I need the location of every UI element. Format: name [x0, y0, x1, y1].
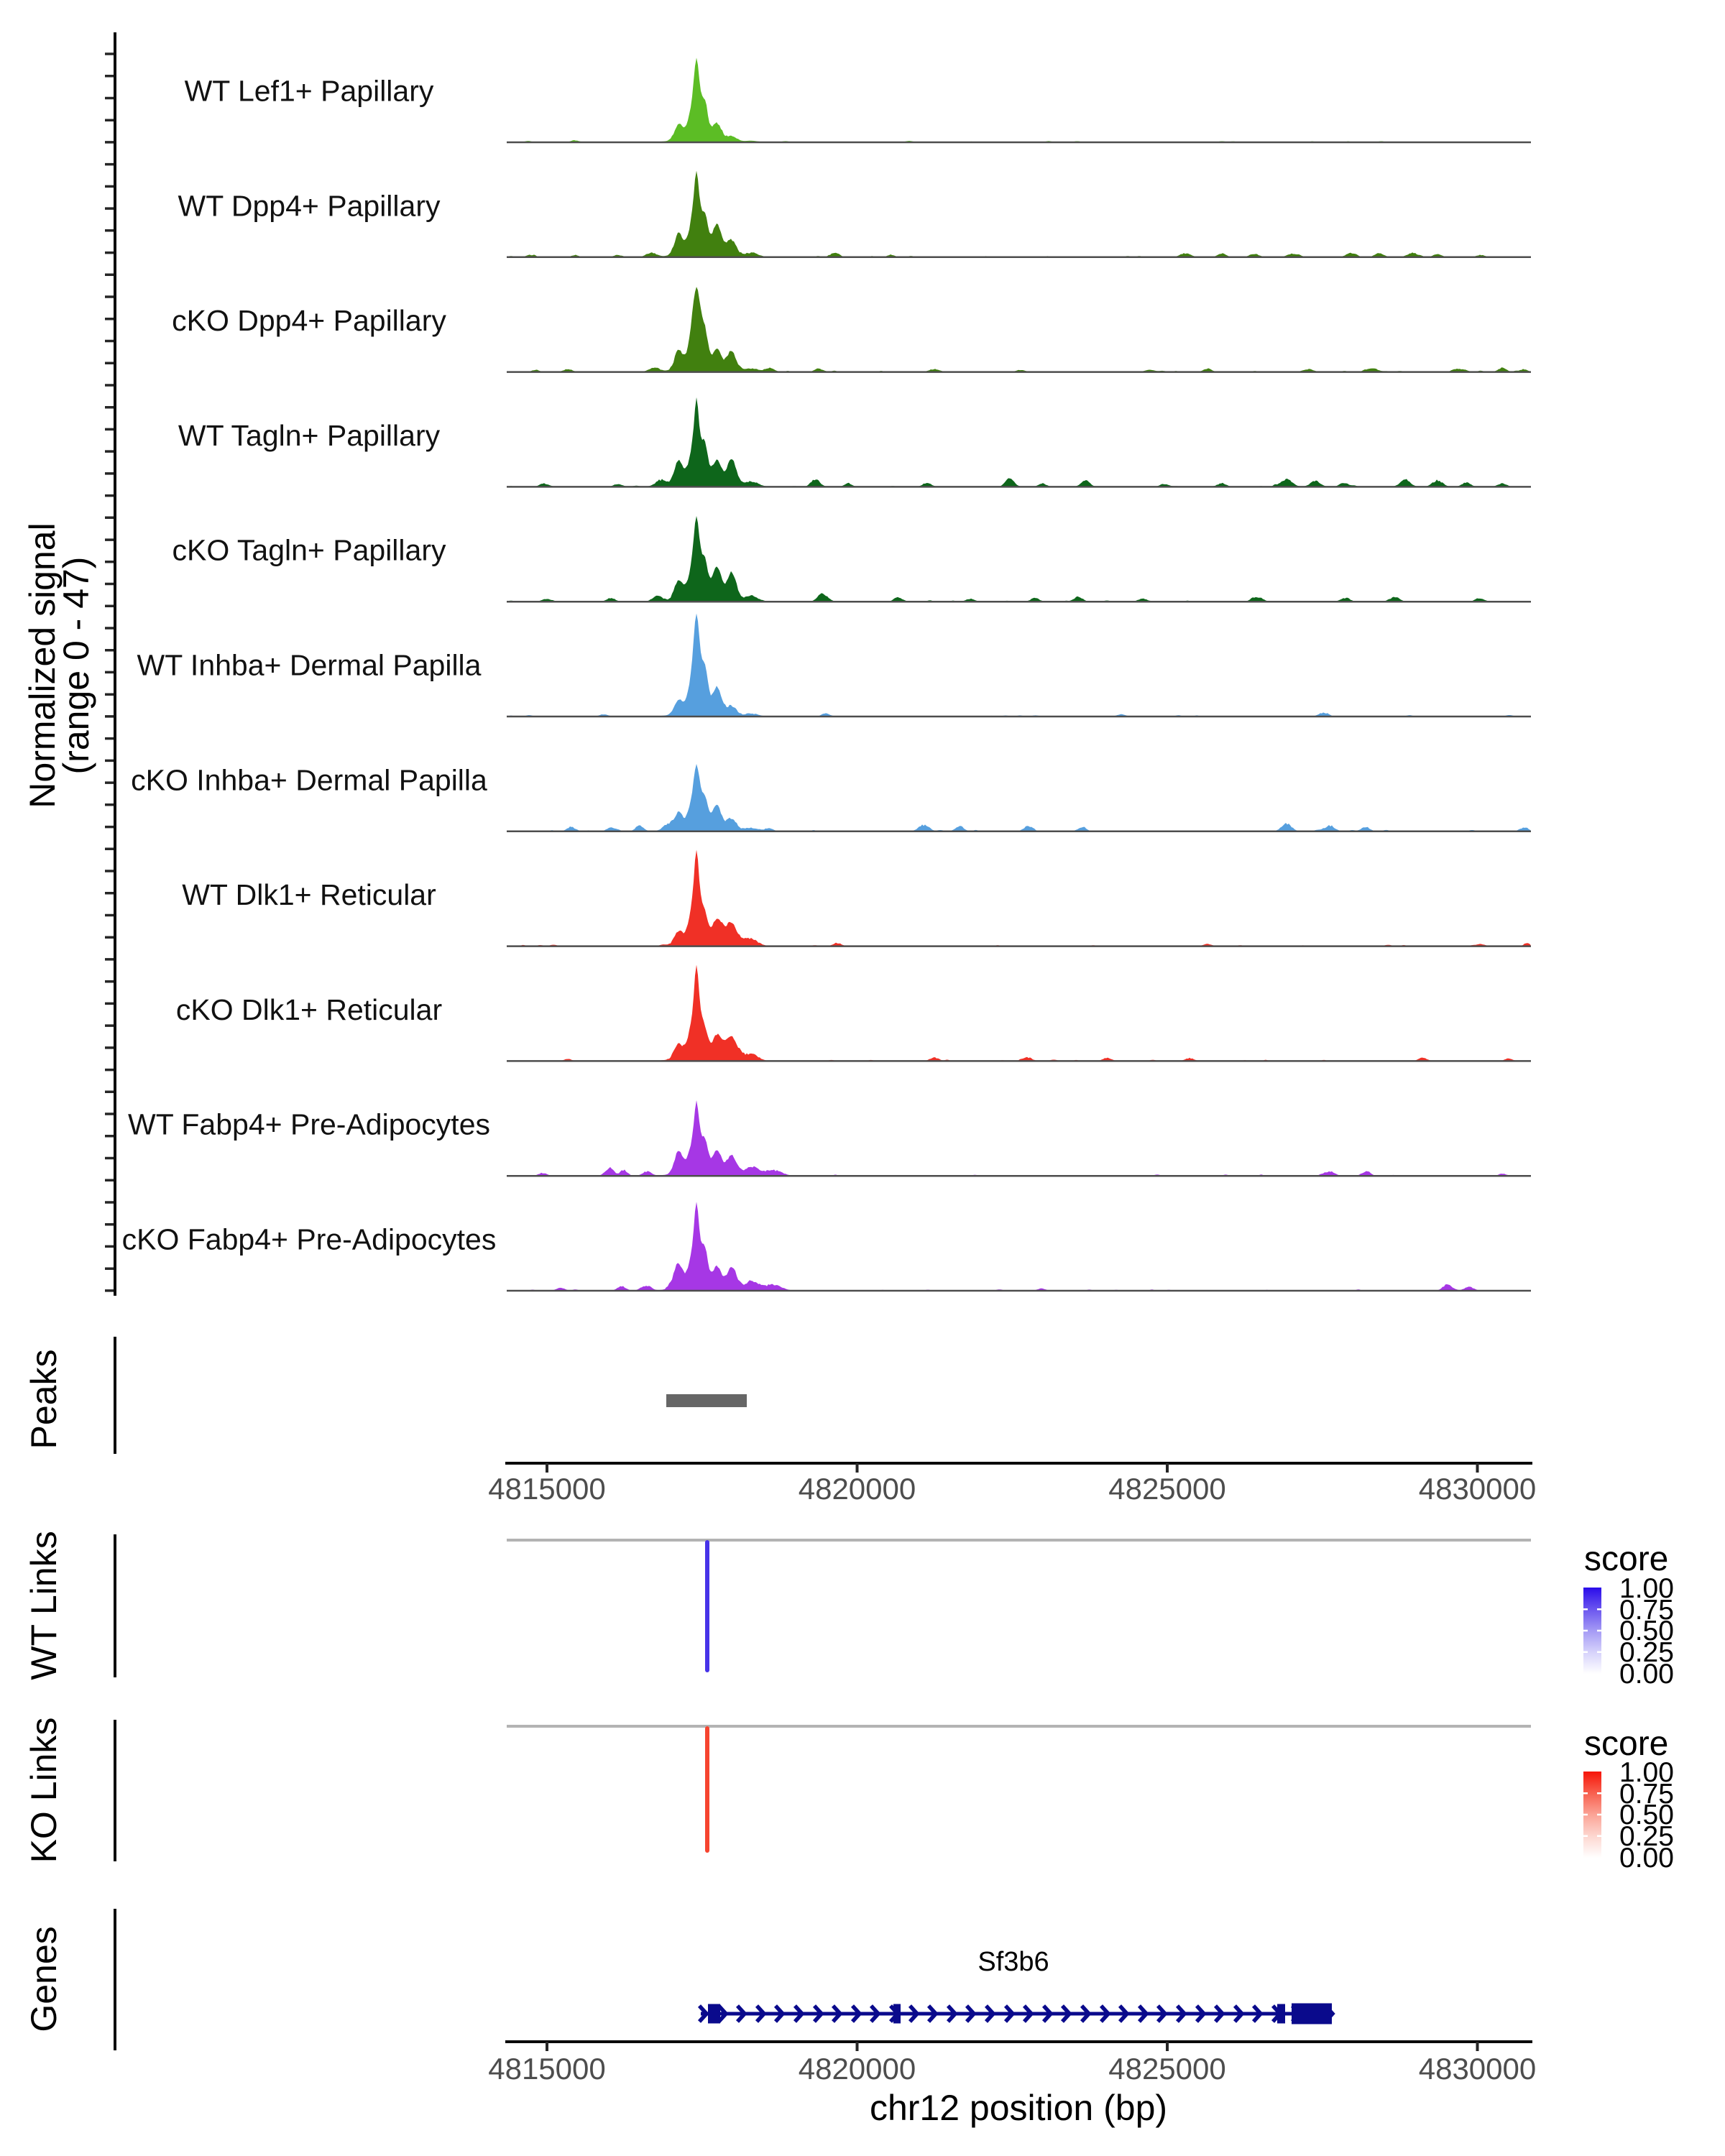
svg-text:0.25: 0.25 [1619, 1637, 1674, 1668]
svg-text:WT Lef1+ Papillary: WT Lef1+ Papillary [185, 75, 434, 108]
svg-text:Peaks: Peaks [24, 1350, 64, 1450]
svg-text:WT Links: WT Links [24, 1531, 64, 1680]
svg-text:4820000: 4820000 [799, 2052, 916, 2086]
svg-text:WT Inhba+ Dermal Papilla: WT Inhba+ Dermal Papilla [137, 649, 482, 682]
svg-text:0.00: 0.00 [1619, 1659, 1674, 1690]
svg-text:cKO Dlk1+ Reticular: cKO Dlk1+ Reticular [176, 993, 442, 1026]
svg-text:chr12 position (bp): chr12 position (bp) [870, 2088, 1167, 2128]
svg-text:WT Fabp4+ Pre-Adipocytes: WT Fabp4+ Pre-Adipocytes [128, 1108, 490, 1141]
svg-text:4830000: 4830000 [1419, 2052, 1537, 2086]
svg-text:WT Dpp4+ Papillary: WT Dpp4+ Papillary [178, 189, 441, 222]
svg-text:WT Tagln+ Papillary: WT Tagln+ Papillary [178, 419, 441, 452]
svg-text:0.50: 0.50 [1619, 1800, 1674, 1830]
svg-text:0.50: 0.50 [1619, 1616, 1674, 1646]
svg-text:0.75: 0.75 [1619, 1779, 1674, 1810]
svg-text:cKO Inhba+ Dermal Papilla: cKO Inhba+ Dermal Papilla [131, 763, 487, 796]
svg-text:cKO Dpp4+ Papillary: cKO Dpp4+ Papillary [172, 304, 446, 337]
svg-text:cKO Tagln+ Papillary: cKO Tagln+ Papillary [172, 534, 446, 567]
svg-text:Genes: Genes [24, 1926, 64, 2032]
svg-text:4815000: 4815000 [488, 1472, 606, 1506]
svg-text:4815000: 4815000 [488, 2052, 606, 2086]
svg-text:Sf3b6: Sf3b6 [978, 1947, 1049, 1977]
svg-text:4825000: 4825000 [1108, 2052, 1226, 2086]
svg-text:4830000: 4830000 [1419, 1472, 1537, 1506]
svg-text:1.00: 1.00 [1619, 1757, 1674, 1788]
svg-text:0.25: 0.25 [1619, 1821, 1674, 1852]
svg-text:0.75: 0.75 [1619, 1595, 1674, 1626]
svg-text:WT Dlk1+ Reticular: WT Dlk1+ Reticular [182, 878, 436, 911]
svg-text:1.00: 1.00 [1619, 1573, 1674, 1604]
svg-text:cKO Fabp4+ Pre-Adipocytes: cKO Fabp4+ Pre-Adipocytes [122, 1223, 497, 1256]
svg-text:score: score [1584, 1725, 1668, 1763]
svg-text:KO Links: KO Links [24, 1718, 64, 1864]
svg-text:4820000: 4820000 [799, 1472, 916, 1506]
svg-text:0.00: 0.00 [1619, 1843, 1674, 1874]
svg-text:(range 0 - 47): (range 0 - 47) [56, 557, 96, 775]
svg-text:score: score [1584, 1540, 1668, 1578]
svg-text:4825000: 4825000 [1108, 1472, 1226, 1506]
svg-text:Normalized signal: Normalized signal [22, 522, 63, 808]
